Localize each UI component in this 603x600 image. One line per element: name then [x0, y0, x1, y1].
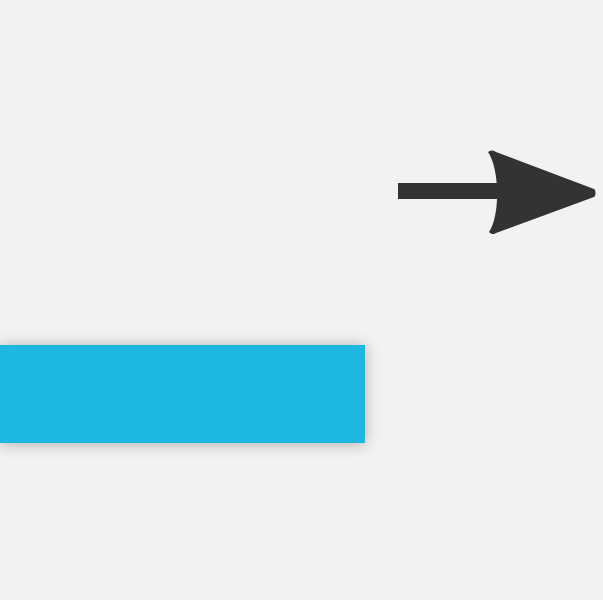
arrow-shaft	[398, 183, 498, 199]
next-arrow-button[interactable]	[396, 148, 600, 238]
arrow-head	[488, 150, 596, 235]
blue-bar[interactable]	[0, 345, 365, 443]
arrow-right-icon	[398, 150, 596, 235]
